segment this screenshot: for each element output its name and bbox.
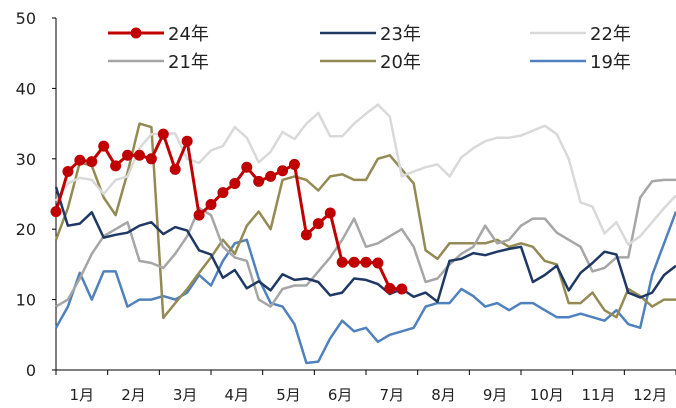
y-tick-label: 50 — [16, 9, 36, 28]
data-point — [288, 158, 300, 170]
series-line — [54, 122, 676, 320]
legend-item: 22年 — [530, 24, 631, 45]
x-tick-label: 12月 — [633, 386, 667, 404]
data-point — [122, 149, 134, 161]
x-tick-label: 3月 — [173, 386, 198, 404]
data-point — [50, 206, 62, 218]
x-tick-label: 9月 — [483, 386, 508, 404]
data-point — [62, 165, 74, 177]
legend-item: 19年 — [530, 52, 631, 73]
legend-label: 23年 — [380, 24, 421, 45]
x-tick-label: 8月 — [431, 386, 456, 404]
legend-item: 23年 — [320, 24, 421, 45]
y-tick-label: 20 — [16, 220, 36, 239]
y-tick-label: 40 — [16, 79, 36, 98]
data-point — [384, 282, 396, 294]
data-point — [372, 257, 384, 269]
y-tick-label: 10 — [16, 291, 36, 310]
x-tick-label: 1月 — [70, 386, 95, 404]
data-point — [348, 256, 360, 268]
data-point — [133, 149, 145, 161]
data-point — [396, 283, 408, 295]
y-tick-label: 0 — [26, 361, 36, 380]
x-tick-label: 4月 — [225, 386, 250, 404]
series-line — [54, 186, 676, 303]
legend-marker — [130, 27, 142, 39]
x-tick-label: 11月 — [581, 386, 615, 404]
legend-label: 21年 — [168, 52, 209, 73]
data-point — [300, 229, 312, 241]
data-point — [205, 199, 217, 211]
data-point — [86, 156, 98, 168]
x-tick-label: 6月 — [328, 386, 353, 404]
series-layer — [50, 103, 676, 365]
data-point — [360, 256, 372, 268]
legend-label: 24年 — [168, 24, 209, 45]
data-point — [217, 187, 229, 199]
data-point — [74, 154, 86, 166]
data-point — [193, 209, 205, 221]
series-24年 — [50, 128, 408, 295]
data-point — [265, 170, 277, 182]
series-23年 — [54, 186, 676, 303]
x-tick-label: 10月 — [530, 386, 564, 404]
series-21年 — [55, 178, 676, 308]
data-point — [312, 218, 324, 230]
y-tick-label: 30 — [16, 150, 36, 169]
data-point — [241, 161, 253, 173]
data-point — [181, 135, 193, 147]
data-point — [145, 153, 157, 165]
data-point — [169, 163, 181, 175]
data-point — [98, 140, 110, 152]
series-line — [55, 178, 676, 308]
data-point — [229, 177, 241, 189]
legend-item: 24年 — [108, 24, 209, 45]
legend: 24年 23年 22年 21年 20年 19年 — [108, 24, 631, 73]
axes: 0 10 20 30 40 50 1月 2月 3月 4月 5月 6月 7月 8月 9月 10月 11月 12月 — [16, 9, 676, 404]
data-point — [277, 165, 289, 177]
legend-item: 21年 — [108, 52, 209, 73]
series-19年 — [54, 211, 676, 365]
x-tick-label: 5月 — [276, 386, 301, 404]
legend-label: 22年 — [590, 24, 631, 45]
legend-label: 20年 — [380, 52, 421, 73]
data-point — [324, 207, 336, 219]
data-point — [336, 256, 348, 268]
legend-label: 19年 — [590, 52, 631, 73]
legend-item: 20年 — [320, 52, 421, 73]
data-point — [157, 128, 169, 140]
x-tick-label: 7月 — [380, 386, 405, 404]
data-point — [253, 175, 265, 187]
series-20年 — [54, 122, 676, 320]
data-point — [110, 160, 122, 172]
series-line — [54, 211, 676, 365]
x-tick-label: 2月 — [121, 386, 146, 404]
